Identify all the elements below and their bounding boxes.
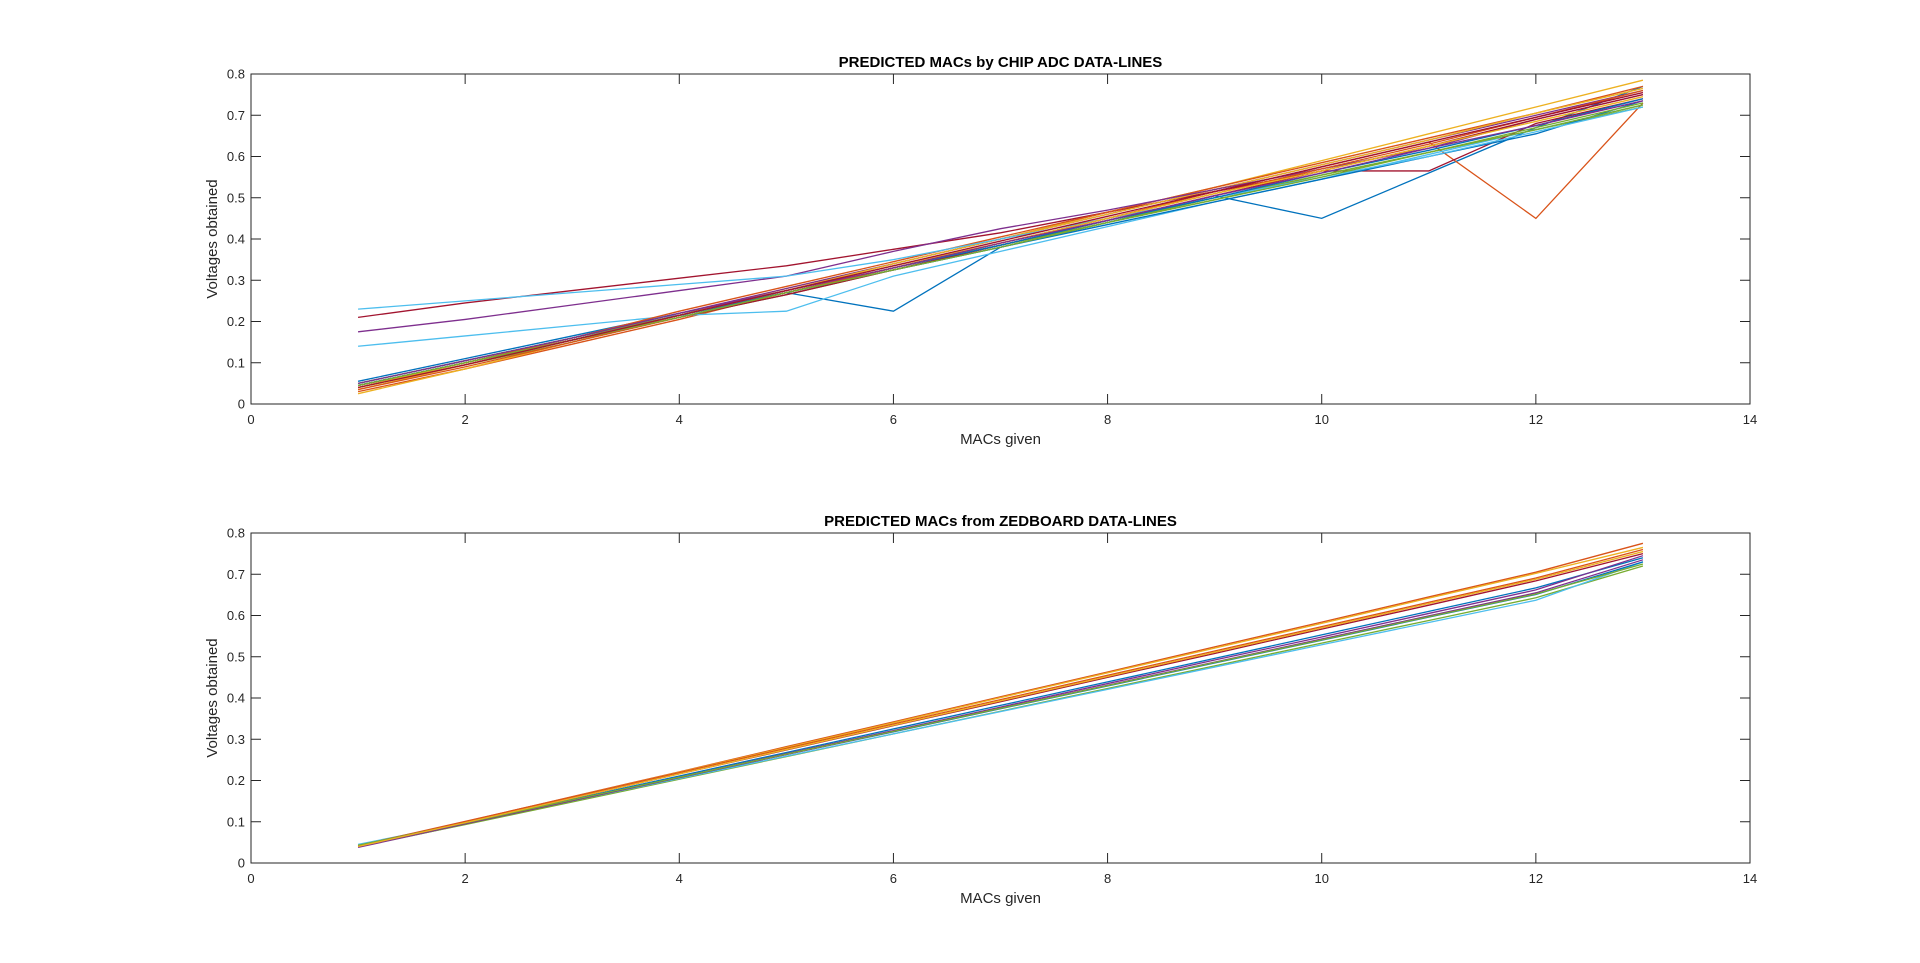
y-tick-label: 0.8	[227, 526, 245, 541]
series-line-12	[357, 550, 1644, 848]
series-group	[357, 79, 1644, 395]
y-tick-label: 0.3	[227, 273, 245, 288]
x-tick-label: 0	[247, 871, 254, 886]
series-line-6	[358, 104, 1644, 347]
series-line-7	[357, 98, 1644, 319]
x-axis-label: MACs given	[960, 890, 1041, 907]
x-tick-label: 12	[1529, 871, 1543, 886]
y-tick-label: 0.4	[227, 232, 245, 247]
y-tick-label: 0.7	[227, 108, 245, 123]
x-tick-label: 14	[1743, 871, 1757, 886]
y-tick-label: 0	[238, 397, 245, 412]
series-line-9	[357, 548, 1644, 847]
y-tick-label: 0.3	[227, 732, 245, 747]
series-line-11	[357, 563, 1644, 846]
x-tick-label: 2	[462, 412, 469, 427]
y-tick-label: 0.1	[227, 355, 245, 370]
y-tick-label: 0.8	[227, 67, 245, 82]
y-tick-label: 0.5	[227, 649, 245, 664]
y-tick-label: 0	[238, 856, 245, 871]
y-axis-label: Voltages obtained	[204, 179, 221, 298]
x-tick-label: 4	[676, 871, 683, 886]
x-axis-label: MACs given	[960, 431, 1041, 448]
y-tick-label: 0.2	[227, 314, 245, 329]
x-tick-label: 10	[1314, 871, 1328, 886]
series-line-13	[358, 106, 1644, 310]
series-line-18	[357, 100, 1644, 385]
chart-title: PREDICTED MACs from ZEDBOARD DATA-LINES	[824, 513, 1177, 530]
series-line-20	[357, 91, 1644, 389]
series-group	[357, 542, 1644, 848]
y-tick-label: 0.7	[227, 567, 245, 582]
chip-adc-chart: 0 2 4 6 8 10 12 14 0 0.1 0.2 0.3 0.4 0.5 0.6 0.7 0.8 PRED…	[204, 54, 1757, 448]
y-tick-label: 0.4	[227, 691, 245, 706]
x-tick-label: 6	[890, 871, 897, 886]
x-tick-label: 0	[247, 412, 254, 427]
x-tick-label: 14	[1743, 412, 1757, 427]
x-tick-label: 6	[890, 412, 897, 427]
x-tick-label: 8	[1104, 412, 1111, 427]
chart-title: PREDICTED MACs by CHIP ADC DATA-LINES	[839, 54, 1163, 71]
x-tick-label: 2	[462, 871, 469, 886]
y-tick-label: 0.6	[227, 149, 245, 164]
y-axis-label: Voltages obtained	[204, 638, 221, 757]
x-tick-label: 8	[1104, 871, 1111, 886]
x-tick-label: 12	[1529, 412, 1543, 427]
y-tick-label: 0.2	[227, 773, 245, 788]
x-tick-label: 10	[1314, 412, 1328, 427]
y-tick-label: 0.5	[227, 190, 245, 205]
zedboard-chart: 0 2 4 6 8 10 12 14 0 0.1 0.2 0.3 0.4 0.5 0.6 0.7 0.8 PRED…	[204, 513, 1757, 907]
x-tick-label: 4	[676, 412, 683, 427]
y-tick-label: 0.6	[227, 608, 245, 623]
y-tick-label: 0.1	[227, 814, 245, 829]
